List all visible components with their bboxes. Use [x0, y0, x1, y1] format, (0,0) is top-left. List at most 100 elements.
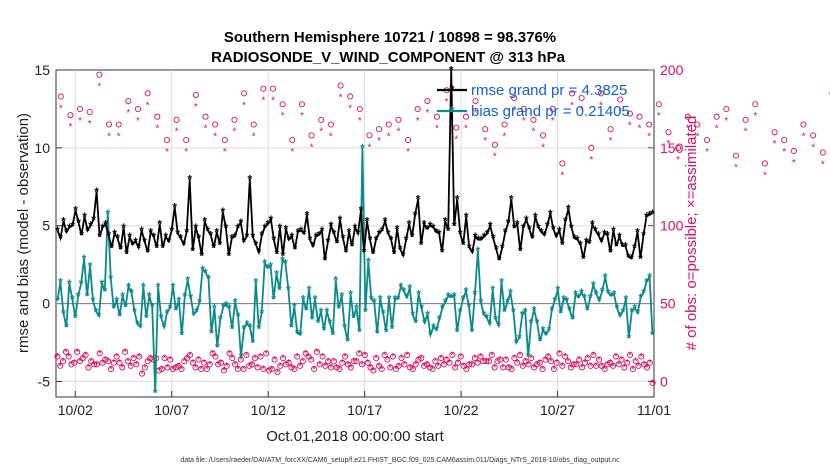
rmse-point: * [473, 230, 478, 244]
obs-possible-marker [134, 105, 142, 112]
obs-assimilated-low-marker: * [600, 361, 604, 372]
obs-possible-marker [790, 147, 797, 155]
obs-assimilated-low-marker: * [242, 364, 246, 375]
bias-point: * [375, 327, 380, 341]
obs-possible-marker [540, 132, 547, 139]
rmse-point: * [488, 219, 493, 233]
bias-point: * [203, 266, 208, 280]
obs-assimilated-low-marker: * [634, 357, 638, 368]
rmse-point: * [97, 230, 102, 244]
obs-possible-low-marker [488, 351, 495, 359]
rmse-point: * [620, 239, 625, 253]
obs-assimilated-marker: * [551, 116, 555, 127]
rmse-point: * [317, 229, 322, 243]
obs-possible-low-marker [330, 358, 337, 365]
bias-point: * [292, 300, 297, 314]
obs-possible-low-marker [105, 358, 112, 365]
obs-assimilated-low-marker: * [436, 361, 440, 372]
obs-assimilated-low-marker: * [261, 364, 265, 375]
rmse-point: * [551, 222, 556, 236]
obs-possible-low-marker [164, 364, 171, 371]
obs-possible-low-marker [649, 379, 656, 387]
bias-point: * [197, 296, 202, 310]
obs-possible-marker [192, 91, 199, 98]
bias-point: * [313, 292, 318, 306]
rmse-point: * [160, 241, 165, 255]
obs-assimilated-low-marker: * [95, 360, 99, 371]
obs-assimilated-low-marker: * [543, 355, 547, 366]
obs-assimilated-marker: * [184, 147, 188, 158]
rmse-point: * [509, 193, 514, 207]
obs-possible-low-marker [378, 365, 385, 373]
obs-assimilated-low-marker: * [160, 364, 164, 375]
bias-point: * [547, 324, 552, 338]
obs-assimilated-low-marker: * [628, 350, 632, 361]
bias-line [56, 147, 654, 393]
bias-point: * [425, 308, 430, 322]
obs-assimilated-low-marker: * [374, 354, 378, 365]
obs-possible-low-marker [122, 348, 129, 355]
rmse-point: * [398, 243, 403, 257]
obs-assimilated-low-marker: * [369, 363, 373, 374]
rmse-point: * [181, 238, 186, 252]
rmse-point: * [617, 230, 622, 244]
right-y-tick-label: 0 [660, 373, 668, 389]
bias-point: * [526, 350, 531, 364]
obs-possible-low-marker [440, 361, 447, 368]
bias-point: * [638, 291, 643, 305]
obs-assimilated-low-marker: * [312, 364, 316, 375]
rmse-point: * [500, 241, 505, 255]
obs-possible-low-marker [113, 353, 120, 360]
bias-point: * [177, 294, 182, 308]
x-tick-label: 11/01 [637, 402, 671, 418]
bias-point: * [188, 291, 193, 305]
obs-assimilated-marker: * [782, 147, 786, 158]
obs-possible-marker [366, 132, 373, 139]
rmse-point: * [166, 235, 171, 249]
obs-assimilated-marker: * [232, 127, 236, 138]
obs-possible-low-marker [626, 351, 634, 359]
rmse-point: * [428, 219, 433, 233]
obs-assimilated-low-marker: * [651, 378, 655, 389]
rmse-point: * [338, 213, 343, 227]
obs-possible-marker [665, 129, 672, 136]
obs-possible-marker [771, 129, 778, 136]
bias-point: * [555, 283, 560, 297]
bias-point: * [467, 300, 472, 314]
rmse-point: * [392, 247, 397, 261]
obs-possible-low-marker [395, 362, 402, 369]
rmse-point: * [79, 229, 84, 243]
obs-assimilated-low-marker: * [315, 347, 319, 358]
bias-point: * [159, 311, 164, 325]
rmse-point: * [368, 233, 373, 247]
rmse-point: * [416, 193, 421, 207]
obs-possible-low-marker [632, 358, 639, 365]
bias-point: * [647, 271, 652, 285]
bias-point: * [206, 272, 211, 286]
obs-assimilated-marker: * [657, 111, 661, 122]
bias-point: * [70, 292, 75, 306]
obs-assimilated-marker: * [483, 136, 487, 147]
obs-assimilated-low-marker: * [287, 358, 291, 369]
obs-assimilated-low-marker: * [67, 352, 71, 363]
bias-point: * [221, 300, 226, 314]
bias-point: * [591, 278, 596, 292]
rmse-point: * [220, 205, 225, 219]
obs-assimilated-low-marker: * [552, 364, 556, 375]
obs-assimilated-low-marker: * [244, 350, 248, 361]
obs-assimilated-low-marker: * [495, 357, 499, 368]
obs-possible-low-marker [536, 359, 543, 366]
obs-assimilated-low-marker: * [431, 364, 435, 375]
bias-point: * [413, 316, 418, 330]
rmse-point: * [374, 233, 379, 247]
rmse-point: * [139, 224, 144, 238]
bias-point: * [641, 286, 646, 300]
obs-assimilated-low-marker: * [273, 355, 277, 366]
obs-assimilated-marker: * [261, 96, 265, 107]
obs-assimilated-low-marker: * [391, 352, 395, 363]
obs-possible-low-marker [82, 351, 89, 359]
obs-possible-low-marker [138, 370, 146, 377]
rmse-point: * [581, 252, 586, 266]
obs-count-markers: * * * * * * * * * * * * * * * * * * * * * * * * * * * * * * * * * * * * * * * *… [54, 71, 830, 389]
obs-possible-low-marker [581, 359, 588, 366]
